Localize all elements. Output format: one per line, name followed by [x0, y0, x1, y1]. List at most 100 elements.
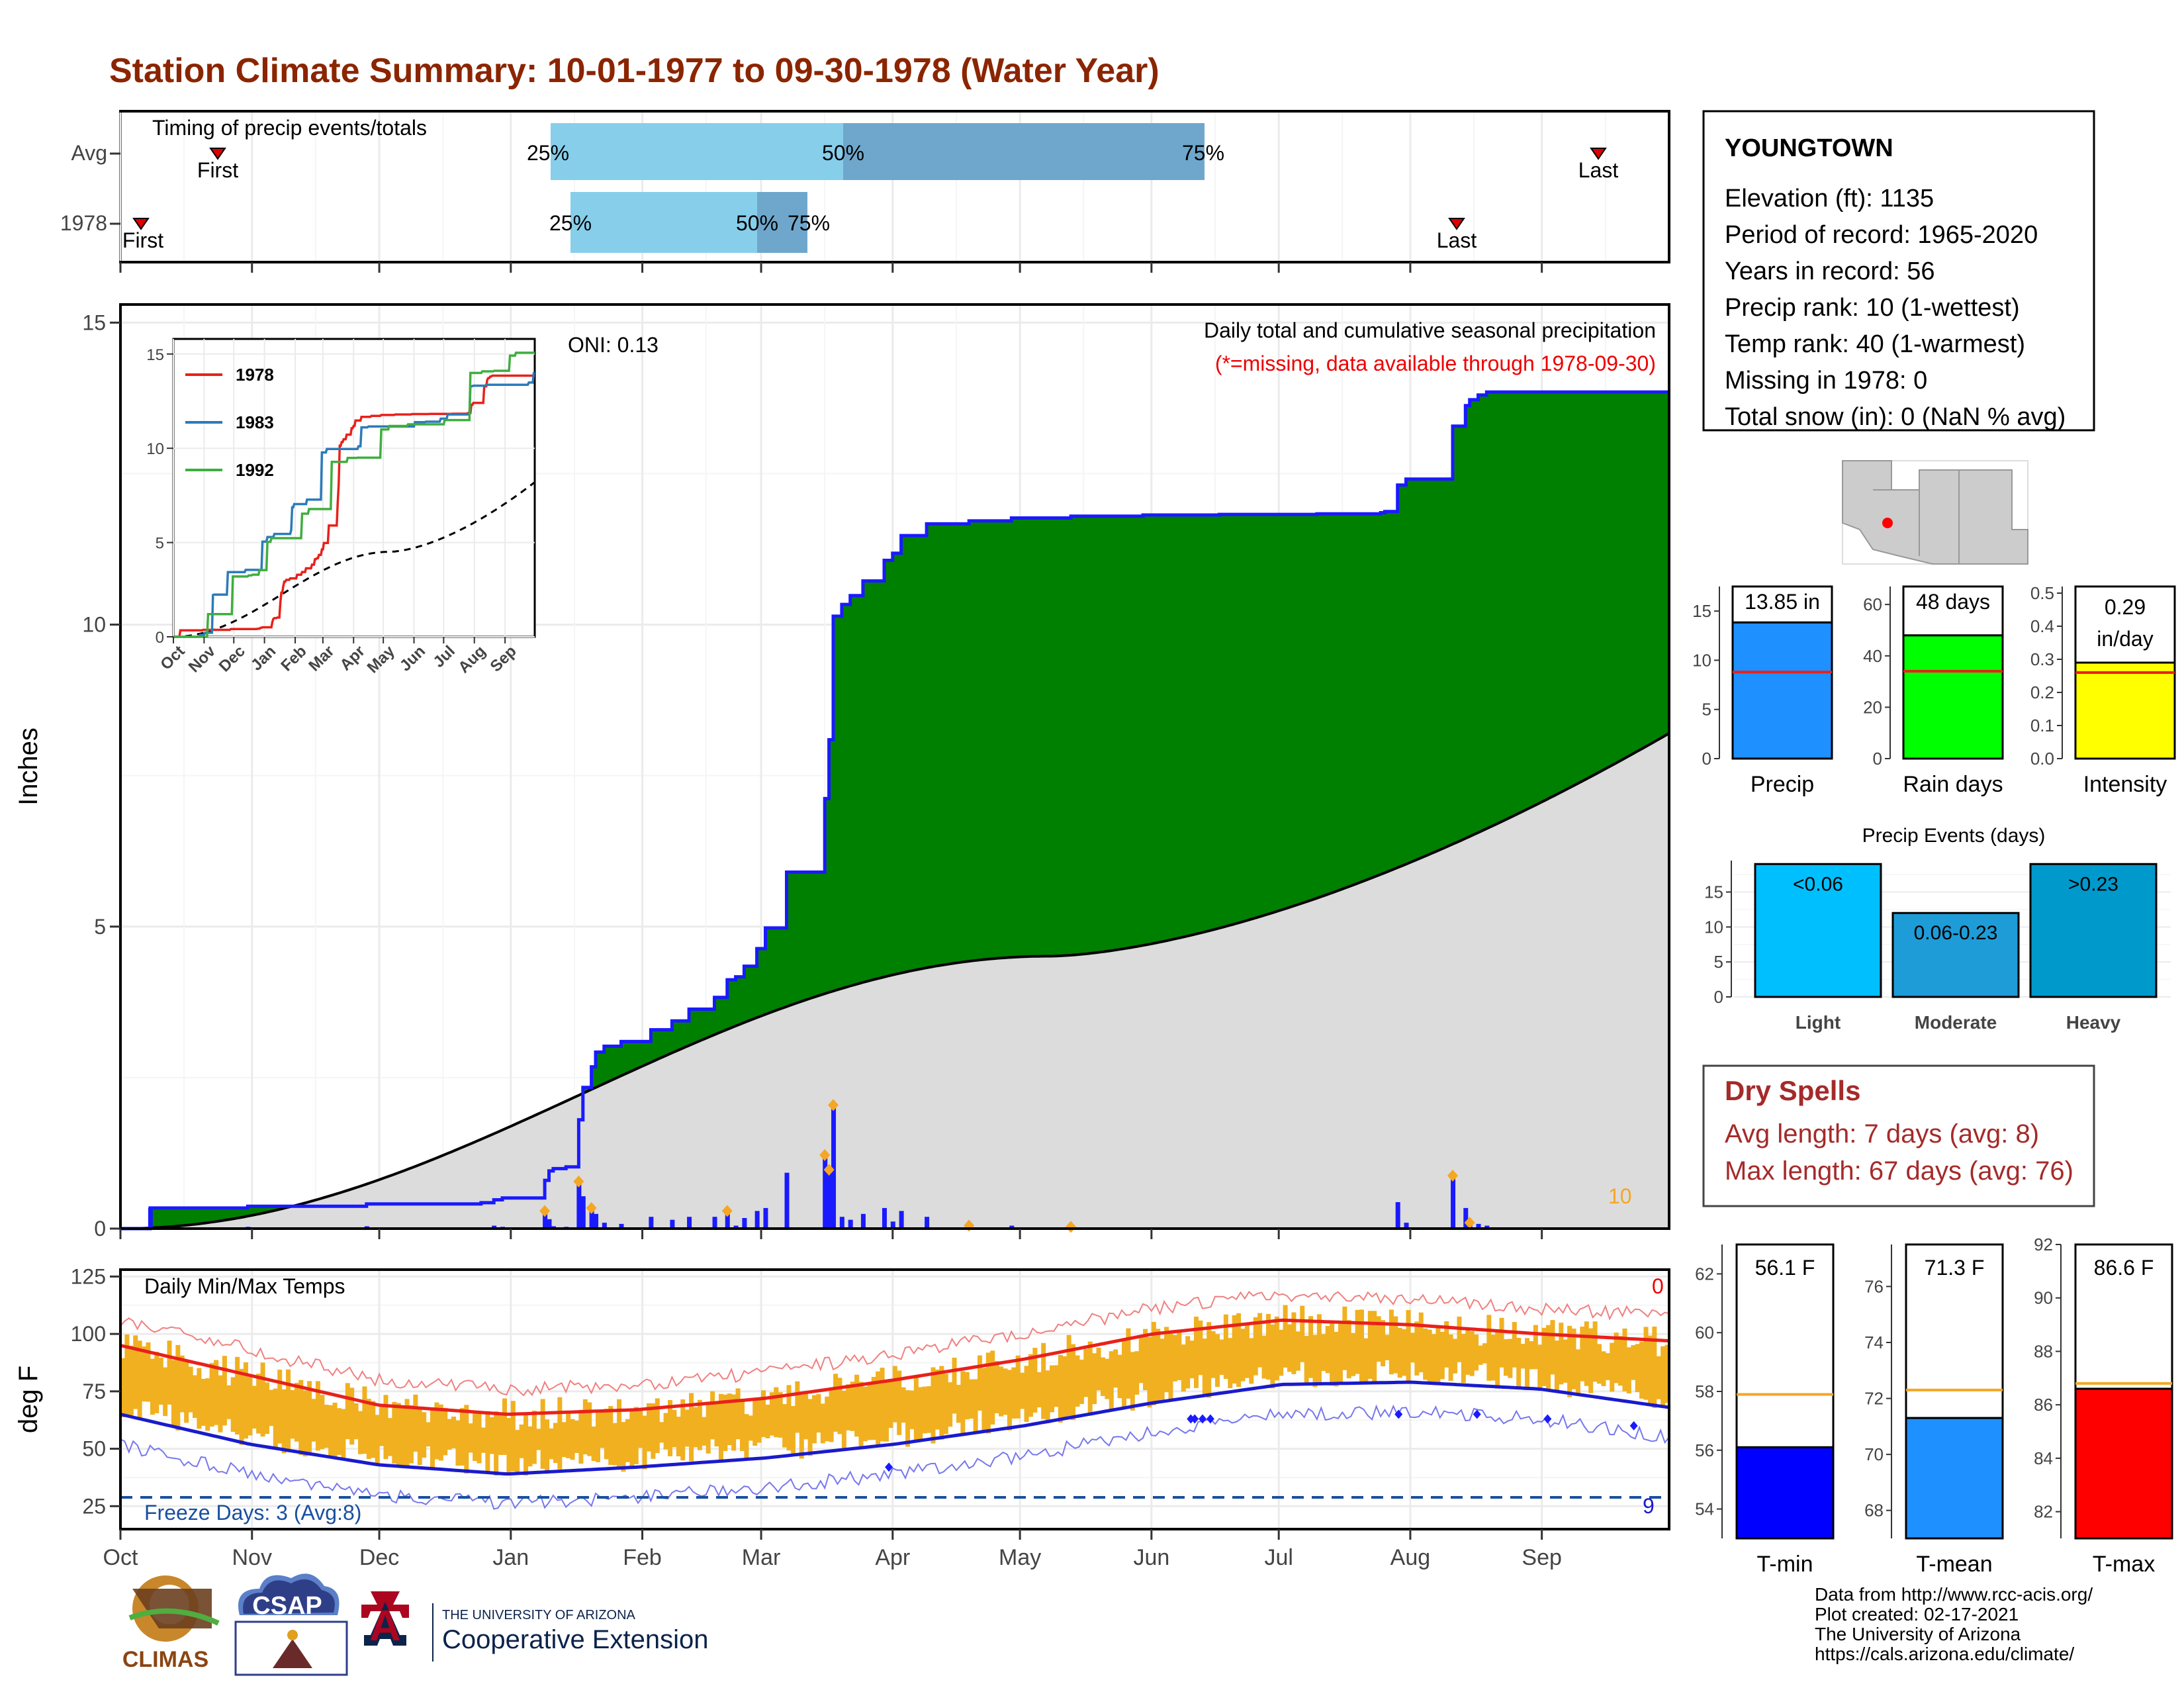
daily-temp-bar	[201, 1378, 206, 1426]
daily-temp-bar	[697, 1399, 702, 1450]
timing-row-label-1978: 1978	[60, 211, 107, 235]
daily-temp-bar	[1439, 1331, 1445, 1380]
daily-temp-bar	[179, 1355, 185, 1413]
daily-temp-bar	[451, 1417, 457, 1448]
daily-temp-bar	[1210, 1331, 1216, 1378]
daily-temp-bar	[396, 1403, 401, 1467]
mini-bar-rain-days	[1902, 634, 2004, 760]
daily-temp-bar	[1457, 1317, 1462, 1362]
daily-temp-bar	[1160, 1338, 1165, 1400]
daily-temp-bar	[188, 1366, 193, 1413]
daily-temp-bar	[1402, 1329, 1407, 1376]
temp-bar-tick: 68	[1864, 1501, 1884, 1521]
daily-temp-bar	[1503, 1339, 1508, 1376]
daily-temp-bar	[477, 1412, 482, 1464]
mini-bar-value-label: 48 days	[1916, 590, 1990, 614]
daily-temp-bar	[1661, 1346, 1666, 1406]
daily-temp-bar	[1066, 1335, 1071, 1417]
daily-temp-bar	[557, 1397, 563, 1470]
daily-temp-bar	[248, 1377, 253, 1436]
daily-precip-bar	[576, 1181, 582, 1229]
daily-temp-bar	[668, 1400, 673, 1456]
daily-temp-bar	[718, 1393, 723, 1461]
daily-temp-bar	[1291, 1312, 1297, 1374]
daily-precip-bar	[547, 1219, 552, 1229]
daily-temp-bar	[1143, 1329, 1148, 1391]
daily-temp-bar	[735, 1388, 741, 1440]
temp-ytick: 75	[82, 1380, 106, 1403]
events-bar-range: >0.23	[2068, 873, 2118, 895]
daily-temp-bar	[939, 1366, 944, 1440]
daily-temp-bar	[705, 1401, 711, 1454]
precip-legend-title: Daily total and cumulative seasonal prec…	[1204, 318, 1656, 342]
daily-temp-bar	[353, 1403, 359, 1440]
daily-temp-bar	[799, 1395, 804, 1459]
daily-temp-bar	[1265, 1313, 1271, 1380]
daily-temp-bar	[345, 1383, 350, 1440]
daily-temp-bar	[1444, 1321, 1449, 1368]
daily-temp-bar	[392, 1401, 397, 1464]
daily-temp-bar	[251, 1385, 257, 1429]
daily-temp-bar	[1520, 1344, 1525, 1369]
daily-temp-bar	[1393, 1316, 1398, 1374]
daily-temp-bar	[969, 1379, 974, 1419]
daily-temp-bar	[485, 1411, 490, 1473]
daily-temp-bar	[1232, 1315, 1237, 1384]
daily-temp-bar	[1355, 1309, 1360, 1374]
daily-temp-bar	[120, 1358, 126, 1418]
daily-temp-bar	[994, 1361, 999, 1413]
daily-temp-bar	[1448, 1334, 1453, 1381]
daily-temp-bar	[956, 1385, 961, 1423]
daily-temp-bar	[1482, 1343, 1487, 1364]
daily-temp-bar	[1465, 1329, 1471, 1375]
daily-temp-bar	[400, 1407, 406, 1468]
daily-temp-bar	[1058, 1354, 1063, 1423]
daily-temp-bar	[1478, 1345, 1483, 1365]
month-xtick: Mar	[742, 1545, 781, 1570]
daily-temp-bar	[803, 1392, 809, 1440]
daily-temp-bar	[1279, 1329, 1284, 1376]
daily-precip-bar	[1463, 1207, 1469, 1229]
daily-temp-bar	[582, 1399, 588, 1455]
mini-bar-tick: 20	[1863, 697, 1882, 717]
normal-cumulative-line	[120, 732, 1670, 1230]
events-bar-label: Moderate	[1915, 1012, 1997, 1033]
daily-temp-bar	[269, 1389, 274, 1427]
daily-temp-bar	[1533, 1325, 1538, 1370]
daily-precip-bar	[1484, 1225, 1490, 1229]
daily-temp-bar	[1453, 1338, 1458, 1374]
temp-ytick: 25	[82, 1494, 106, 1518]
daily-temp-bar	[892, 1366, 897, 1423]
daily-temp-bar	[876, 1371, 881, 1446]
daily-temp-bar	[841, 1390, 846, 1450]
daily-temp-bar	[1257, 1313, 1263, 1368]
daily-temp-bar	[1639, 1341, 1645, 1399]
daily-temp-bar	[235, 1356, 240, 1435]
daily-temp-bar	[807, 1399, 813, 1456]
daily-temp-bar	[549, 1428, 554, 1460]
avg-first-label: First	[197, 158, 238, 182]
ua-logo: A THE UNIVERSITY OF ARIZONA Cooperative …	[361, 1591, 708, 1662]
daily-precip-bar	[882, 1207, 887, 1229]
temp-bar-t-mean	[1905, 1417, 2004, 1540]
daily-temp-bar	[277, 1370, 283, 1444]
mini-bar-tick: 15	[1692, 601, 1711, 621]
credit-line: Data from http://www.rcc-acis.org/	[1815, 1584, 2093, 1605]
daily-temp-bar	[1474, 1334, 1479, 1371]
daily-temp-bar	[1338, 1321, 1343, 1385]
daily-temp-bar	[273, 1388, 278, 1448]
daily-temp-bar	[1113, 1349, 1118, 1388]
csap-logo: CSAP	[234, 1573, 348, 1676]
daily-temp-bar	[205, 1378, 210, 1431]
daily-temp-bar	[1193, 1316, 1199, 1388]
daily-temp-bar	[218, 1375, 223, 1432]
daily-temp-bar	[1287, 1324, 1293, 1372]
daily-temp-bar	[811, 1395, 817, 1444]
temp-panel: 25 50 75 100 125 deg F Daily Min/Max Temps F…	[14, 1264, 1670, 1530]
daily-temp-bar	[1334, 1332, 1339, 1387]
month-xtick: Jan	[492, 1545, 529, 1570]
mini-bar-tick: 0	[1702, 749, 1711, 769]
inset-series-line	[173, 352, 535, 638]
extreme-event-marker	[721, 1205, 733, 1217]
